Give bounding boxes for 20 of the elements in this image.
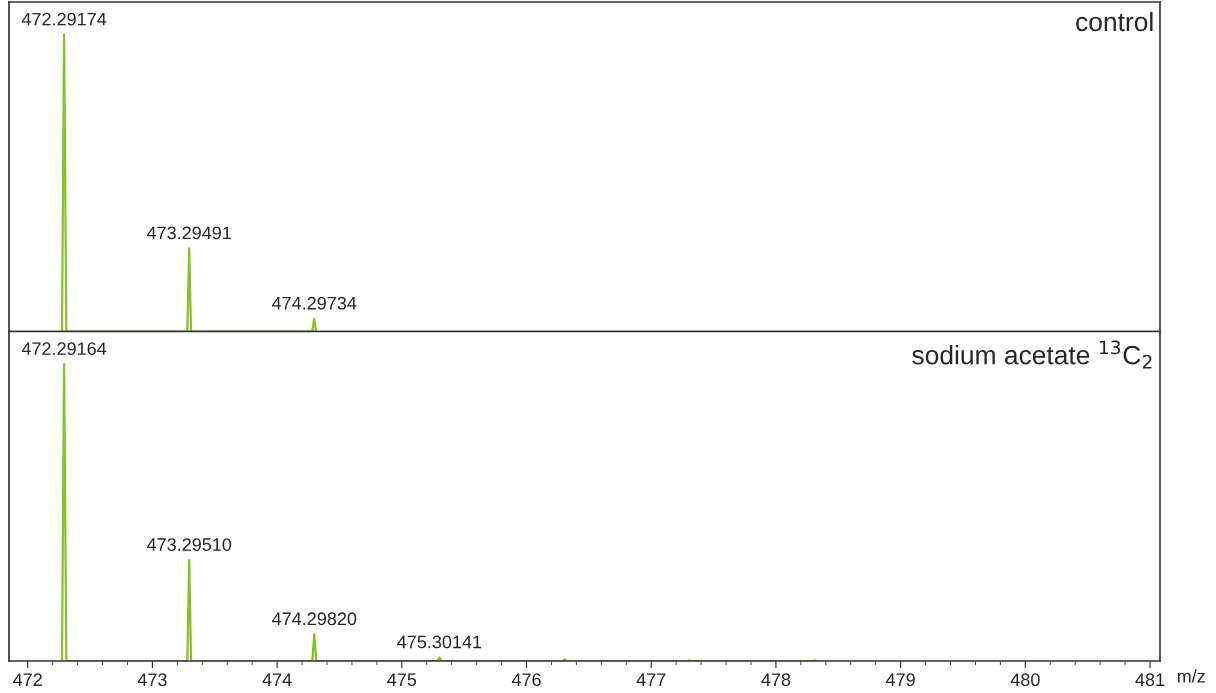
x-tick-label: 481 [1135,673,1165,687]
x-tick-label: 479 [885,673,915,687]
chart-title: control [1076,11,1153,32]
annotation: 474.29734 [271,296,357,310]
x-tick-label: 472 [13,673,42,686]
x-tick-label: 477 [636,673,666,686]
annotation: 472.29174 [21,12,107,26]
annotation: 474.29820 [272,612,357,626]
chart-title: sodium acetate $^{13}$C$_{2}$ [912,340,1152,369]
x-tick-label: 478 [761,673,791,687]
annotation: 473.29491 [146,226,231,240]
annotation: 475.30141 [397,635,482,649]
x-axis-title: m/z [1177,669,1205,683]
annotation: 472.29164 [21,342,107,356]
annotation: 473.29510 [146,538,232,551]
x-tick-label: 480 [1010,673,1040,687]
x-tick-label: 474 [262,673,292,686]
x-tick-label: 475 [387,673,417,687]
x-tick-label: 476 [511,673,541,687]
x-tick-label: 473 [137,673,167,687]
